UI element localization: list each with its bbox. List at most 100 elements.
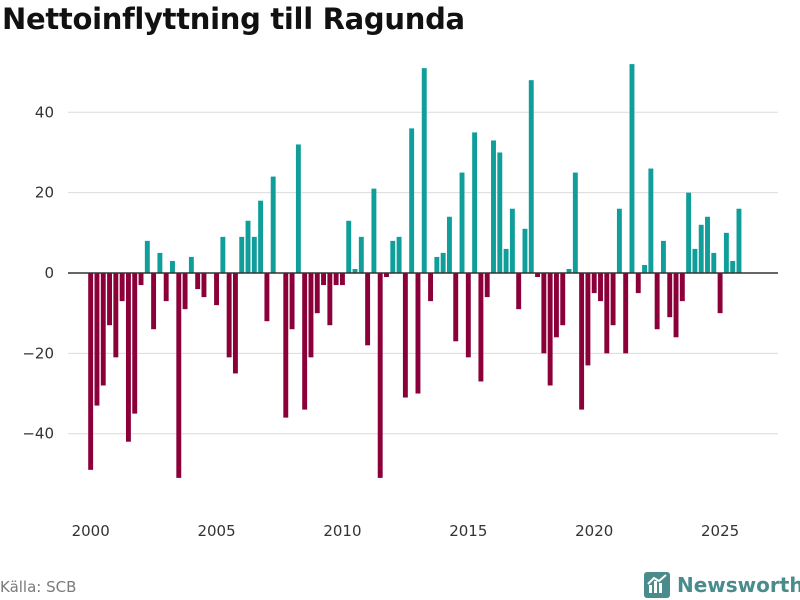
bar	[214, 273, 219, 306]
bar	[598, 273, 603, 302]
bar	[371, 188, 377, 273]
bar	[516, 273, 522, 310]
bar	[566, 268, 572, 273]
bar	[491, 140, 496, 273]
bar	[579, 273, 585, 410]
bar	[541, 273, 547, 354]
bar	[736, 208, 742, 273]
bar	[560, 273, 566, 326]
bar	[535, 273, 541, 278]
bar	[648, 168, 654, 273]
bar	[88, 273, 94, 470]
bar	[585, 273, 591, 366]
bar	[170, 260, 175, 273]
bar	[113, 273, 119, 358]
bar	[245, 220, 251, 273]
bar	[705, 216, 710, 273]
bar	[384, 273, 389, 278]
y-tick-label: 20	[35, 184, 54, 202]
bar	[591, 273, 597, 294]
bar	[667, 273, 673, 318]
bar	[610, 273, 616, 326]
bar	[188, 256, 194, 273]
y-tick-label: 0	[44, 264, 54, 282]
bar	[522, 228, 528, 273]
bar	[723, 232, 729, 273]
bar	[94, 273, 100, 406]
bar	[352, 268, 358, 273]
bar	[484, 273, 490, 298]
bar	[623, 273, 629, 354]
bar	[377, 273, 383, 478]
bar	[302, 273, 308, 410]
bar	[314, 273, 320, 314]
bar	[686, 192, 692, 273]
x-axis-ticks: 2000 2005 2010 2015 2020 2025	[72, 522, 740, 540]
bar	[239, 236, 245, 273]
y-axis-ticks: −40 −20 0 20 40	[22, 103, 54, 442]
y-tick-label: −20	[22, 344, 54, 362]
bar	[125, 273, 131, 442]
bar	[132, 273, 138, 414]
bar	[547, 273, 553, 386]
bar	[232, 273, 238, 374]
bar	[440, 252, 446, 273]
bar	[730, 260, 736, 273]
bar	[358, 236, 364, 273]
bar	[604, 273, 610, 354]
bar	[509, 208, 515, 273]
bar	[673, 273, 679, 338]
bar	[151, 273, 157, 330]
bar	[635, 273, 641, 294]
bar	[346, 220, 352, 273]
bar	[497, 152, 503, 273]
bar	[195, 273, 201, 290]
x-tick-label: 2005	[197, 522, 235, 540]
bar	[396, 236, 402, 273]
y-tick-label: 40	[35, 103, 54, 121]
bar	[264, 273, 270, 322]
bar	[390, 240, 396, 273]
bar	[409, 128, 415, 273]
bar	[157, 252, 163, 273]
bar	[107, 273, 112, 326]
bar	[289, 273, 295, 330]
bar	[465, 273, 471, 358]
x-tick-label: 2020	[575, 522, 613, 540]
bar	[711, 252, 717, 273]
bar	[138, 273, 144, 286]
bar	[421, 68, 427, 274]
bar	[270, 176, 276, 273]
bar	[258, 200, 264, 273]
bar	[176, 273, 182, 478]
x-tick-label: 2010	[323, 522, 361, 540]
bar	[428, 273, 434, 302]
bar	[365, 273, 371, 346]
bar	[333, 273, 339, 286]
bar	[321, 273, 326, 286]
source-note: Källa: SCB	[0, 578, 77, 596]
chart-title: Nettoinflyttning till Ragunda	[2, 2, 465, 36]
bar	[402, 273, 408, 398]
bar	[654, 273, 660, 330]
bar	[327, 273, 333, 326]
x-tick-label: 2000	[72, 522, 110, 540]
bar	[144, 240, 150, 273]
bar	[339, 273, 345, 286]
bar	[453, 273, 459, 342]
bar	[163, 273, 169, 302]
bars	[88, 64, 742, 478]
bar	[308, 273, 314, 358]
x-tick-label: 2025	[701, 522, 739, 540]
x-tick-label: 2015	[449, 522, 487, 540]
y-tick-label: −40	[22, 425, 54, 443]
bar	[100, 273, 106, 386]
bar	[434, 256, 440, 273]
bar	[446, 216, 452, 273]
bar	[698, 224, 704, 273]
bar	[295, 144, 301, 273]
bar	[660, 240, 666, 273]
bar	[692, 248, 698, 273]
bar	[478, 273, 484, 382]
bar	[503, 248, 509, 273]
